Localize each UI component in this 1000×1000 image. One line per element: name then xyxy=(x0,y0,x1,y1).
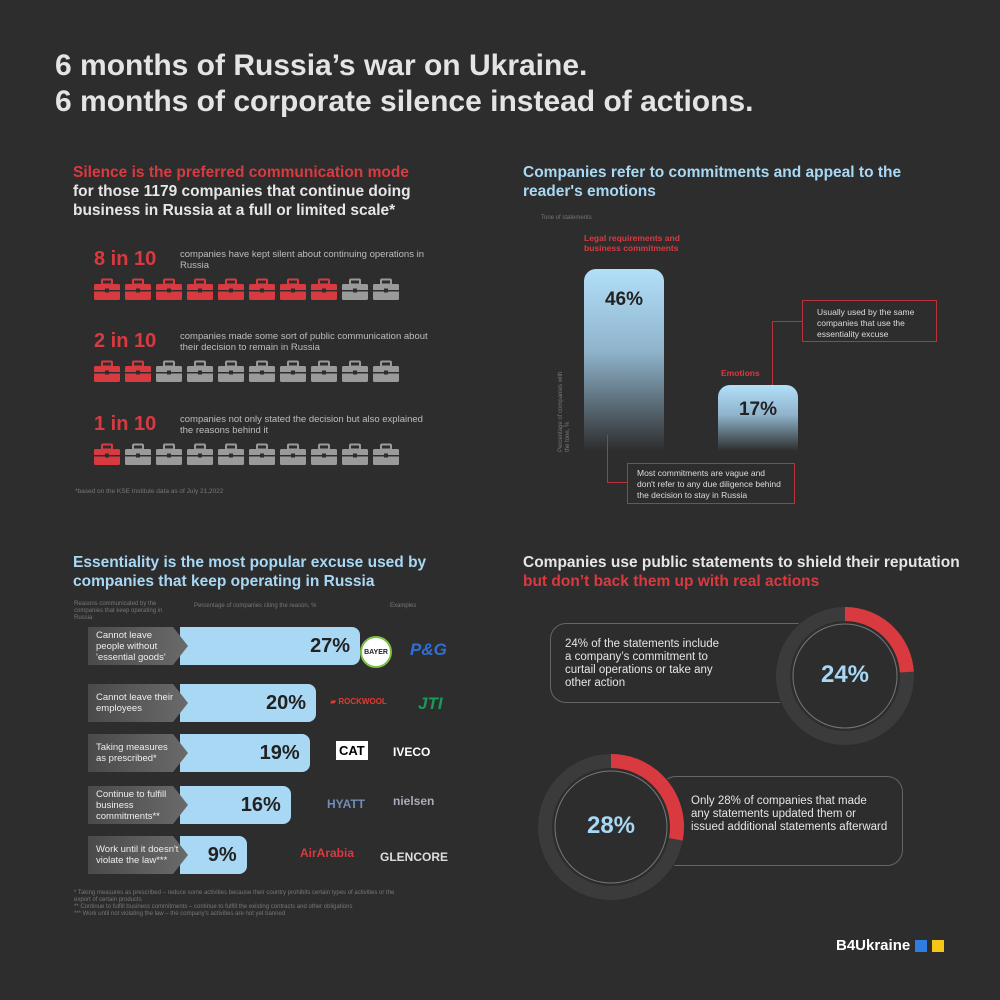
briefcase-icon xyxy=(342,360,368,382)
briefcase-icon xyxy=(280,360,306,382)
donut-2-arc xyxy=(610,754,684,841)
briefcase-icon xyxy=(94,360,120,382)
callout-emotions: Usually used by the same companies that … xyxy=(802,300,937,342)
tone-axis-title: Tone of statements xyxy=(541,215,592,221)
logo-glencore: GLENCORE xyxy=(380,850,449,864)
stat-text: companies have kept silent about continu… xyxy=(180,249,424,271)
reason-label: Cannot leave their employees xyxy=(88,684,188,722)
reason-row: Work until it doesn't violate the law***… xyxy=(88,836,247,874)
tone-heading: Companies refer to commitments and appea… xyxy=(523,164,902,200)
silence-footnote: *based on the KSE Institute data as of J… xyxy=(75,488,224,495)
briefcase-icon xyxy=(373,278,399,300)
stat-value: 2 in 10 xyxy=(94,330,157,352)
flag-blue xyxy=(915,939,928,952)
bar-label-legal: Legal requirements and business commitme… xyxy=(584,233,680,253)
reason-bar: 9% xyxy=(180,836,247,874)
logo-hyatt: HYATT xyxy=(327,797,366,811)
briefcase-icon xyxy=(311,360,337,382)
bar-legal: 46% xyxy=(584,269,664,451)
logo-jti: JTI xyxy=(418,694,443,713)
donut-1-value: 24% xyxy=(820,661,870,688)
donut-1 xyxy=(775,606,915,746)
stat-text: companies made some sort of public commu… xyxy=(180,331,428,353)
reasons-col3: Examples xyxy=(390,603,417,609)
stat-value: 1 in 10 xyxy=(94,413,157,435)
reason-bar: 27% xyxy=(180,627,361,665)
reason-label: Cannot leave people without 'essential g… xyxy=(88,627,188,665)
briefcase-icon xyxy=(218,443,244,465)
flag-yellow xyxy=(932,939,945,952)
reasons-col2: Percentage of companies citing the reaso… xyxy=(194,603,317,609)
briefcase-icon xyxy=(249,443,275,465)
stat-value: 8 in 10 xyxy=(94,248,157,270)
silence-heading: Silence is the preferred communication m… xyxy=(73,164,411,219)
donut-1-arc xyxy=(844,607,914,673)
reasons-notes: * Taking measures as prescribed – reduce… xyxy=(74,890,395,917)
briefcase-icon xyxy=(373,360,399,382)
briefcase-icon xyxy=(373,443,399,465)
logo-cat: CAT xyxy=(336,741,368,760)
reason-label: Taking measures as prescribed* xyxy=(88,734,188,772)
briefcase-icon xyxy=(342,278,368,300)
briefcase-icon xyxy=(125,360,151,382)
reason-label: Work until it doesn't violate the law*** xyxy=(88,836,188,874)
briefcase-icon xyxy=(218,360,244,382)
donut-2 xyxy=(537,753,685,901)
reason-row: Cannot leave people without 'essential g… xyxy=(88,627,361,665)
briefcase-icon xyxy=(187,443,213,465)
tone-ylabel: Percentage of companies with the tone, % xyxy=(558,371,571,452)
reason-row: Cannot leave their employees 20% xyxy=(88,684,316,722)
page-title: 6 months of Russia’s war on Ukraine. 6 m… xyxy=(55,49,754,118)
briefcase-icon xyxy=(280,443,306,465)
briefcase-icon xyxy=(94,443,120,465)
briefcase-icon xyxy=(280,278,306,300)
briefcase-icon xyxy=(342,443,368,465)
stat-text: companies not only stated the decision b… xyxy=(180,414,423,436)
reason-bar: 19% xyxy=(180,734,310,772)
reason-row: Taking measures as prescribed* 19% xyxy=(88,734,310,772)
briefcase-icon xyxy=(156,360,182,382)
shield-heading: Companies use public statements to shiel… xyxy=(523,554,960,590)
logo-rockwool: ▰ ROCKWOOL xyxy=(330,697,387,706)
reason-bar: 20% xyxy=(180,684,316,722)
briefcase-icon xyxy=(249,278,275,300)
donut-2-value: 28% xyxy=(586,812,636,839)
briefcase-icon xyxy=(249,360,275,382)
callout-line xyxy=(607,435,627,483)
logo-bayer: BAYER xyxy=(360,636,392,668)
briefcase-icon xyxy=(311,278,337,300)
briefcase-icon xyxy=(187,278,213,300)
briefcase-icon xyxy=(311,443,337,465)
reason-bar: 16% xyxy=(180,786,291,824)
briefcase-row xyxy=(94,360,399,382)
donut-2-text: Only 28% of companies that made any stat… xyxy=(660,776,903,866)
briefcase-icon xyxy=(94,278,120,300)
briefcase-icon xyxy=(156,443,182,465)
donut-1-text: 24% of the statements include a company’… xyxy=(550,623,810,703)
bar-label-emotions: Emotions xyxy=(721,368,760,378)
briefcase-icon xyxy=(218,278,244,300)
reasons-col1: Reasons communicated by the companies th… xyxy=(74,601,163,621)
briefcase-row xyxy=(94,443,399,465)
logo-airarabia: AirArabia xyxy=(300,846,355,860)
brand-logo: B4Ukraine xyxy=(836,937,945,954)
callout-line xyxy=(772,321,802,385)
briefcase-icon xyxy=(125,278,151,300)
bar-emotions: 17% xyxy=(718,385,798,451)
briefcase-row xyxy=(94,278,399,300)
callout-legal: Most commitments are vague and don't ref… xyxy=(627,463,795,504)
logo-nielsen: nielsen xyxy=(393,794,435,808)
briefcase-icon xyxy=(187,360,213,382)
briefcase-icon xyxy=(125,443,151,465)
reasons-heading: Essentiality is the most popular excuse … xyxy=(73,554,427,590)
logo-iveco: IVECO xyxy=(393,745,431,759)
reason-label: Continue to fulfill business commitments… xyxy=(88,786,188,824)
logo-pg: P&G xyxy=(410,640,447,659)
briefcase-icon xyxy=(156,278,182,300)
reason-row: Continue to fulfill business commitments… xyxy=(88,786,291,824)
